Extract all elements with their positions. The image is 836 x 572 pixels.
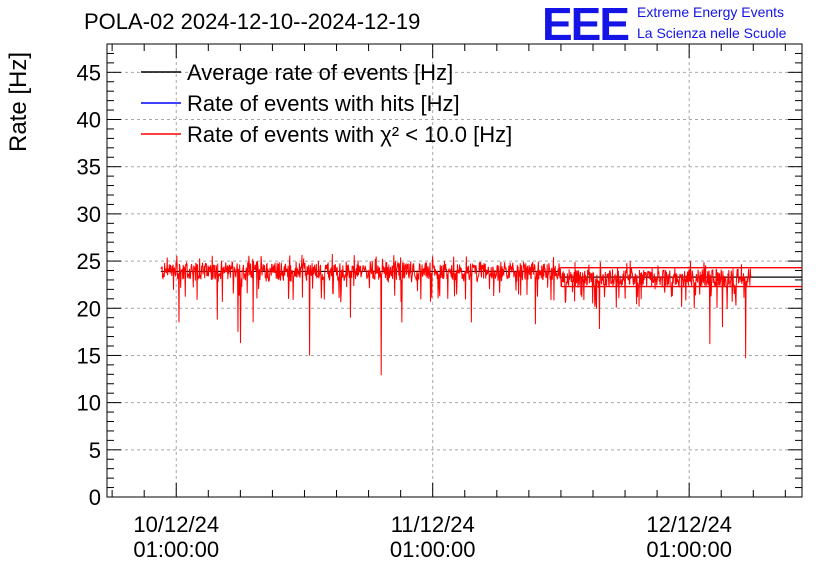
y-tick-label: 10	[77, 391, 101, 416]
y-tick-label: 20	[77, 296, 101, 321]
axes: 05101520253035404510/12/2401:00:0011/12/…	[77, 43, 802, 562]
legend-label-2: Rate of events with hits [Hz]	[187, 91, 460, 116]
y-tick-label: 0	[89, 485, 101, 510]
chart-title: POLA-02 2024-12-10--2024-12-19	[84, 9, 421, 34]
grid-lines	[107, 44, 802, 497]
eee-logo: EEE	[542, 0, 630, 50]
x-tick-label-date: 12/12/24	[646, 512, 732, 537]
logo-subtitle-line2: La Scienza nelle Scuole	[637, 25, 787, 41]
y-tick-label: 35	[77, 155, 101, 180]
legend: Average rate of events [Hz] Rate of event…	[141, 60, 512, 147]
x-tick-label-time: 01:00:00	[646, 537, 732, 562]
y-tick-label: 25	[77, 249, 101, 274]
y-tick-label: 15	[77, 343, 101, 368]
logo-subtitle-line1: Extreme Energy Events	[637, 4, 785, 20]
series-layer	[160, 253, 802, 376]
y-tick-label: 40	[77, 108, 101, 133]
y-axis-label: Rate [Hz]	[5, 52, 32, 152]
x-tick-label-date: 10/12/24	[133, 512, 219, 537]
legend-label-3: Rate of events with χ² < 10.0 [Hz]	[187, 122, 512, 147]
y-tick-label: 30	[77, 202, 101, 227]
y-tick-label: 45	[77, 60, 101, 85]
x-tick-label-time: 01:00:00	[390, 537, 476, 562]
chi2-rate-series-line	[160, 253, 752, 376]
legend-label-1: Average rate of events [Hz]	[187, 60, 453, 85]
x-tick-label-date: 11/12/24	[391, 512, 475, 537]
x-tick-label-time: 01:00:00	[133, 537, 219, 562]
y-tick-label: 5	[89, 438, 101, 463]
